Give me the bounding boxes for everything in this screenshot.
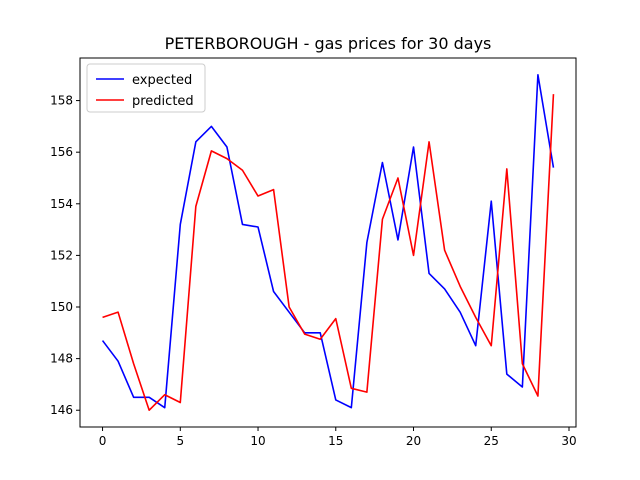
x-tick-label: 0 [99,434,107,448]
y-axis: 146 148 150 152 154 156 158 [50,94,80,417]
x-axis: 0 5 10 15 20 25 30 [99,427,577,448]
x-tick-label: 15 [328,434,343,448]
y-tick-label: 156 [50,145,73,159]
y-tick-label: 148 [50,352,73,366]
y-tick-label: 146 [50,403,73,417]
legend-label-expected: expected [132,73,192,88]
y-tick-label: 154 [50,197,73,211]
chart-title: PETERBOROUGH - gas prices for 30 days [165,34,492,53]
legend-label-predicted: predicted [132,94,194,109]
y-tick-label: 150 [50,300,73,314]
y-tick-label: 158 [50,94,73,108]
series-layer [101,73,555,412]
x-tick-label: 10 [250,434,265,448]
x-tick-label: 30 [561,434,576,448]
y-tick-label: 152 [50,248,73,262]
legend: expected predicted [86,63,206,113]
series-line-expected [101,73,555,409]
x-tick-label: 25 [484,434,499,448]
plot-frame [79,57,577,428]
x-tick-label: 20 [406,434,421,448]
series-line-predicted [102,94,555,412]
x-tick-label: 5 [176,434,184,448]
